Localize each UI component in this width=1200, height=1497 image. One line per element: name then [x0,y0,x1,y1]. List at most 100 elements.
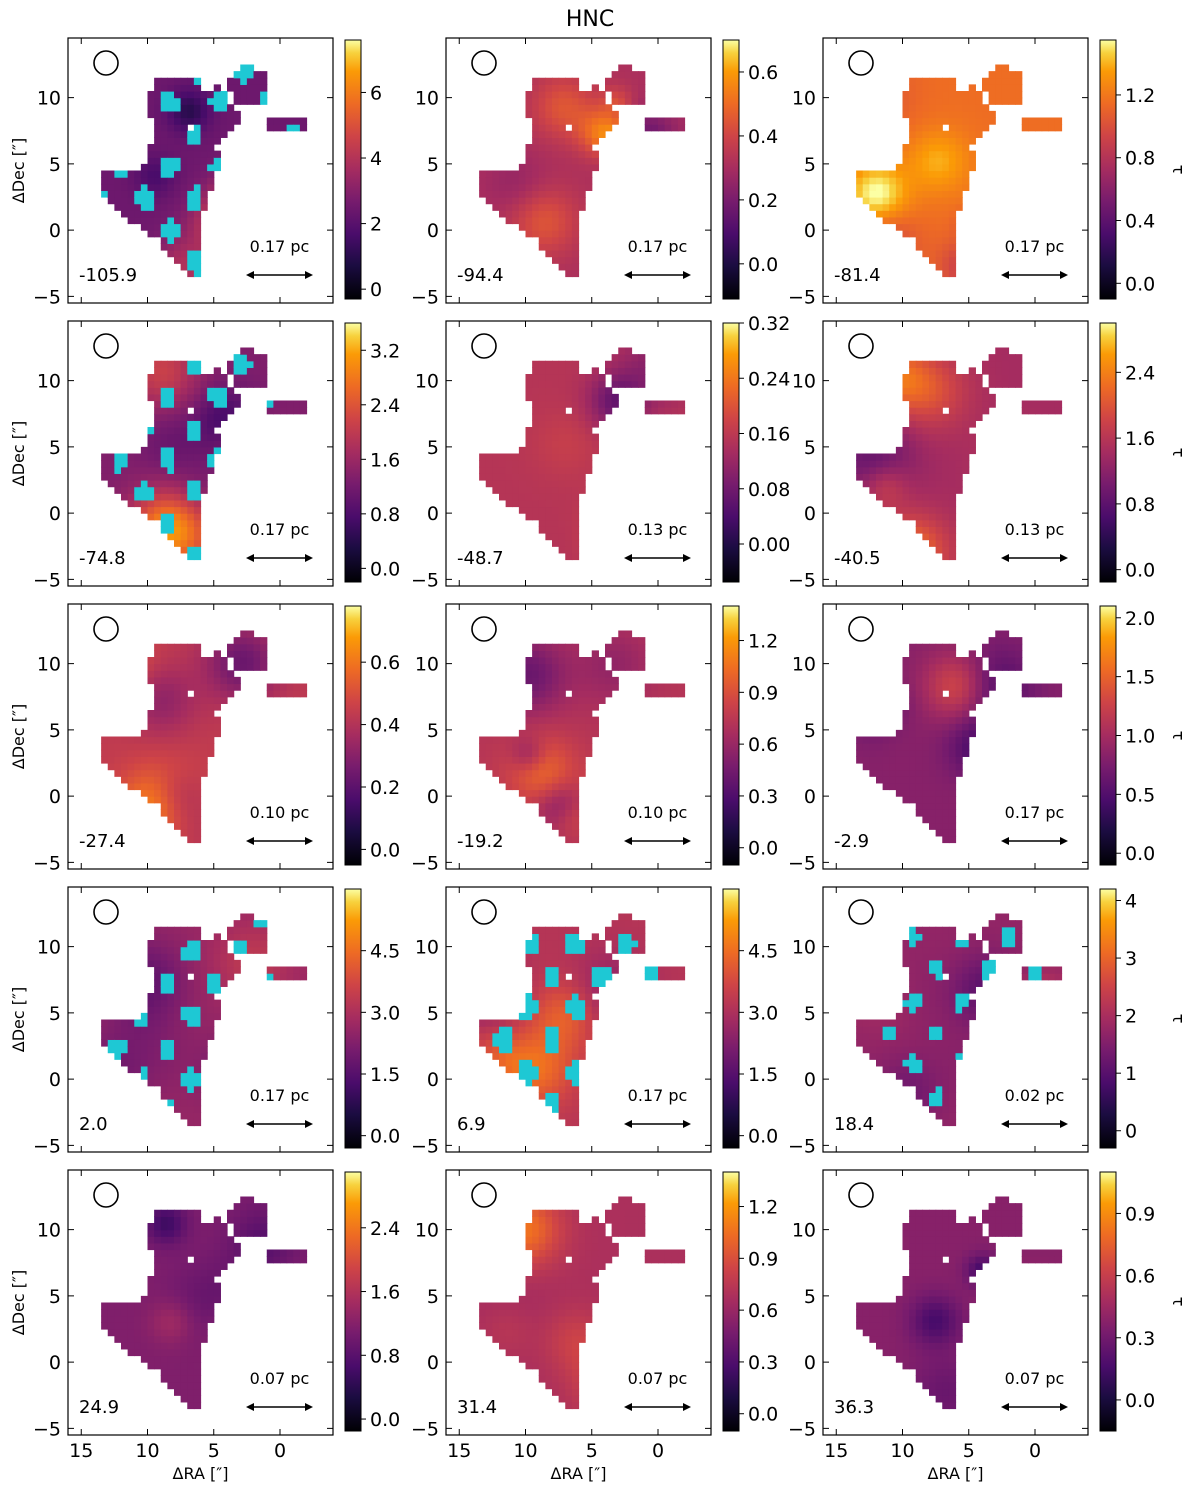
tau-pixel [518,170,527,178]
tau-pixel [180,1342,188,1350]
tau-pixel [988,946,996,954]
tau-pixel [213,130,221,138]
tau-pixel [1035,973,1043,981]
tau-pixel [942,703,950,711]
tau-pixel [876,453,884,461]
tau-pixel [180,473,188,481]
tau-pixel [955,1012,963,1021]
tau-pixel [1008,77,1016,85]
tau-pixel [968,979,976,987]
tau-pixel [154,124,162,132]
tau-pixel [565,1105,573,1113]
tau-pixel [518,789,527,797]
tau-pixel [545,1072,553,1080]
tau-pixel [591,380,599,388]
tau-pixel [187,387,195,395]
tau-pixel [499,736,507,744]
tau-pixel [260,97,268,105]
tau-pixel [942,1118,950,1127]
tau-pixel [585,110,593,119]
tau-pixel [154,999,162,1007]
tau-pixel [134,216,142,225]
tau-pixel [895,1026,904,1034]
tau-pixel [180,130,188,138]
tau-pixel [611,966,619,974]
tau-pixel [571,177,580,185]
tau-pixel [869,736,877,744]
tau-pixel [107,1302,115,1310]
tau-pixel [1015,933,1023,941]
tau-pixel [929,367,937,375]
tau-pixel [147,230,155,238]
tau-pixel [187,393,195,402]
tau-pixel [505,460,513,468]
tau-pixel [147,953,155,961]
tau-pixel [962,736,970,744]
tau-pixel [160,663,168,671]
tau-pixel [664,966,672,974]
tau-pixel [915,1039,923,1047]
tau-pixel [902,1032,910,1040]
tau-pixel [167,1276,175,1284]
tau-pixel [187,1375,195,1383]
tau-pixel [571,973,580,981]
tau-pixel [585,130,593,138]
tau-pixel [479,1019,487,1027]
tau-pixel [929,789,937,797]
tau-pixel [538,993,546,1001]
tau-pixel [895,1039,904,1047]
tau-pixel [552,1085,560,1093]
tau-pixel [492,736,500,744]
tau-pixel [955,993,963,1001]
tau-pixel [955,1052,963,1060]
tau-pixel [187,729,195,738]
tau-pixel [532,1079,540,1087]
colorbar-gradient [1099,39,1117,300]
tau-heatmap [101,64,308,278]
tau-pixel [935,749,943,757]
tau-pixel [518,163,527,172]
tau-pixel [180,506,188,514]
tau-pixel [982,676,990,685]
tau-pixel [286,966,294,974]
tau-pixel [895,1052,904,1060]
tau-pixel [220,97,228,105]
tau-pixel [578,769,586,777]
tau-pixel [532,716,540,724]
tau-pixel [882,499,890,508]
tau-pixel [140,743,149,751]
tau-pixel [605,393,613,402]
tau-pixel [915,683,923,691]
tau-pixel [995,64,1003,72]
tau-pixel [512,736,520,744]
tau-pixel [922,999,930,1007]
tau-pixel [101,183,109,191]
tau-pixel [160,506,168,514]
tau-pixel [187,552,195,561]
tau-pixel [605,683,613,691]
tau-pixel [876,170,884,178]
tau-pixel [545,946,553,954]
tau-pixel [1021,683,1029,691]
tau-pixel [187,1289,195,1297]
tau-pixel [174,1052,182,1060]
tau-pixel [518,486,527,494]
velocity-label: -105.9 [79,265,137,286]
tau-pixel [955,433,963,441]
tau-pixel [134,480,142,488]
tau-pixel [902,440,910,448]
tau-pixel [499,210,507,218]
tau-pixel [929,940,937,948]
tau-pixel [545,973,553,981]
tau-pixel [174,690,182,698]
tau-pixel [929,163,937,172]
tau-pixel [929,743,937,751]
tau-pixel [140,183,149,191]
tau-pixel [922,473,930,481]
tau-pixel [107,460,115,468]
tau-pixel [942,1032,950,1040]
tau-pixel [889,460,897,468]
tau-pixel [1048,683,1056,691]
tau-pixel [180,190,188,198]
tau-pixel [505,1026,513,1034]
